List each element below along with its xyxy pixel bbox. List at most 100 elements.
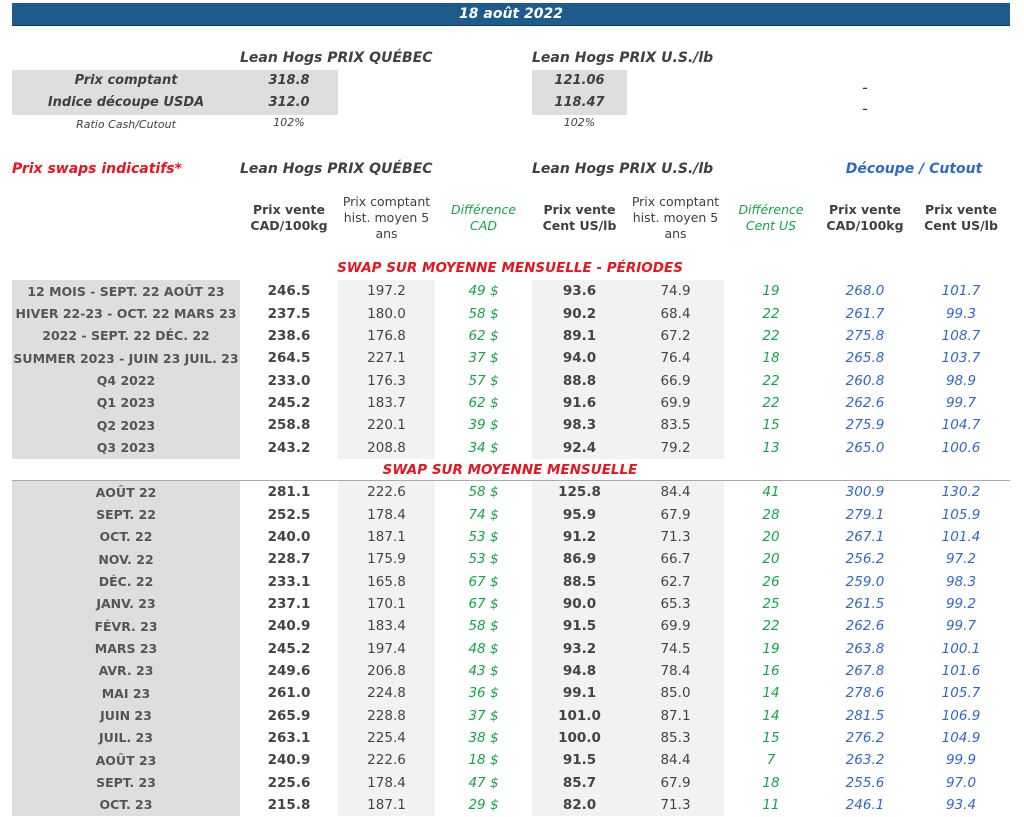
monthly-table: AOÛT 22 281.1 222.6 58 $125.8 84.4 41 300.9 130… — [12, 481, 1010, 817]
cell: 104.9 — [941, 729, 981, 746]
cell: 170.1 — [338, 592, 435, 616]
cell: 263.1 — [267, 729, 311, 746]
cell: 67.2 — [627, 324, 724, 348]
cell: 48 $ — [468, 640, 499, 657]
cell: 67.9 — [627, 771, 724, 794]
cell: 100.0 — [532, 726, 627, 750]
cell: 125.8 — [532, 481, 627, 504]
section-monthly-title: SWAP SUR MOYENNE MENSUELLE — [382, 462, 638, 478]
column-header: Différence CAD — [435, 202, 532, 234]
table-row: AVR. 23 249.6 206.8 43 $ 94.8 78.4 16 267.8 101.… — [12, 659, 1010, 683]
column-header-line: hist. moyen 5 — [343, 210, 430, 225]
cell: 83.5 — [627, 414, 724, 437]
table-row: JUIN 23 265.9 228.8 37 $ 101.0 87.1 14 281.5 106… — [12, 704, 1010, 727]
table-row: DÉC. 22 233.1 165.8 67 $ 88.5 62.7 26 259.0 98.3 — [12, 570, 1010, 593]
cell: 100.6 — [941, 439, 981, 456]
cell: 87.1 — [627, 704, 724, 727]
table-row: SEPT. 23 225.6 178.4 47 $ 85.7 67.9 18 255.6 97.… — [12, 771, 1010, 794]
cell: 85.0 — [627, 682, 724, 705]
cell: 18 $ — [468, 752, 499, 769]
row-label: Q2 2023 — [12, 414, 240, 437]
row-label: NOV. 22 — [12, 548, 240, 571]
cell: 84.4 — [627, 749, 724, 772]
cell: 38 $ — [468, 729, 499, 746]
table-row: OCT. 23 215.8 187.1 29 $ 82.0 71.3 11 246.1 93.4 — [12, 793, 1010, 817]
cell: 108.7 — [941, 327, 981, 344]
cell: 20 — [762, 551, 780, 568]
table-row: Q4 2022 233.0 176.3 57 $ 88.8 66.9 22 260.8 98.9 — [12, 369, 1010, 392]
swaps-us-title: Lean Hogs PRIX U.S./lb — [532, 161, 714, 177]
cell: 255.6 — [845, 774, 885, 791]
cell: 22 — [762, 305, 780, 322]
cell: 94.8 — [532, 659, 627, 683]
column-header-line: Prix vente — [828, 202, 901, 217]
cell: 265.9 — [267, 707, 311, 724]
cell: 16 — [762, 662, 780, 679]
row-label: SUMMER 2023 - JUIN 23 JUIL. 23 — [12, 347, 240, 370]
cell: 237.5 — [267, 305, 311, 322]
row-label: 12 MOIS - SEPT. 22 AOÛT 23 — [12, 280, 240, 303]
cell: 197.2 — [338, 280, 435, 303]
cell: 240.9 — [267, 618, 311, 635]
column-header: Prix vente CAD/100kg — [818, 202, 912, 234]
cell: 49 $ — [468, 283, 499, 300]
table-row: AOÛT 23 240.9 222.6 18 $ 91.5 84.4 7 263.2 99.9 — [12, 749, 1010, 772]
table-row: FÉVR. 23 240.9 183.4 58 $ 91.5 69.9 22 262.6 99.… — [12, 615, 1010, 638]
spot-us-cash: 121.06 — [554, 73, 605, 88]
cell: 15 — [762, 417, 780, 434]
cell: 187.1 — [338, 525, 435, 549]
cell: 228.7 — [267, 551, 311, 568]
cell: 130.2 — [941, 484, 981, 501]
row-label: 2022 - SEPT. 22 DÉC. 22 — [12, 324, 240, 348]
cell: 79.2 — [627, 436, 724, 459]
cell: 260.8 — [845, 372, 885, 389]
cell: 67.9 — [627, 503, 724, 526]
table-row: Q3 2023 243.2 208.8 34 $ 92.4 79.2 13 265.0 100.… — [12, 436, 1010, 459]
cell: 227.1 — [338, 347, 435, 370]
cell: 86.9 — [532, 548, 627, 571]
cell: 22 — [762, 327, 780, 344]
ratio-label: Ratio Cash/Cutout — [76, 118, 176, 131]
cell: 62 $ — [468, 327, 499, 344]
column-header-line: CAD/100kg — [250, 218, 328, 233]
row-label: AVR. 23 — [12, 659, 240, 683]
cell: 104.7 — [941, 417, 981, 434]
spot-label-cash: Prix comptant — [74, 73, 178, 88]
cell: 101.0 — [532, 704, 627, 727]
cell: 91.5 — [532, 615, 627, 638]
spot-extra-2: - — [862, 99, 868, 118]
cell: 101.4 — [941, 528, 981, 545]
cell: 34 $ — [468, 439, 499, 456]
spot-us-title: Lean Hogs PRIX U.S./lb — [532, 50, 714, 66]
table-row: MAI 23 261.0 224.8 36 $ 99.1 85.0 14 278.6 105.7 — [12, 682, 1010, 705]
cell: 85.7 — [532, 771, 627, 794]
cell: 93.6 — [532, 280, 627, 303]
cell: 18 — [762, 350, 780, 367]
cell: 7 — [766, 752, 776, 769]
cell: 29 $ — [468, 796, 499, 813]
spot-label-cutout: Indice découpe USDA — [47, 95, 205, 110]
cell: 206.8 — [338, 659, 435, 683]
cell: 279.1 — [845, 506, 885, 523]
cell: 243.2 — [267, 439, 311, 456]
divider — [12, 480, 1010, 481]
date-header: 18 août 2022 — [12, 3, 1010, 26]
table-row: JANV. 23 237.1 170.1 67 $ 90.0 65.3 25 261.5 99.… — [12, 592, 1010, 616]
cell: 276.2 — [845, 729, 885, 746]
cell: 105.9 — [941, 506, 981, 523]
cell: 187.1 — [338, 793, 435, 817]
cell: 238.6 — [267, 327, 311, 344]
column-header-line: Prix vente — [924, 202, 997, 217]
cell: 13 — [762, 439, 780, 456]
cell: 43 $ — [468, 662, 499, 679]
cell: 65.3 — [627, 592, 724, 616]
cell: 261.5 — [845, 595, 885, 612]
cell: 233.1 — [267, 573, 311, 590]
cell: 265.0 — [845, 439, 885, 456]
column-header-line: ans — [664, 226, 687, 241]
cell: 22 — [762, 618, 780, 635]
row-label: Q4 2022 — [12, 369, 240, 392]
cell: 37 $ — [468, 707, 499, 724]
cell: 67 $ — [468, 595, 499, 612]
cell: 225.6 — [267, 774, 311, 791]
